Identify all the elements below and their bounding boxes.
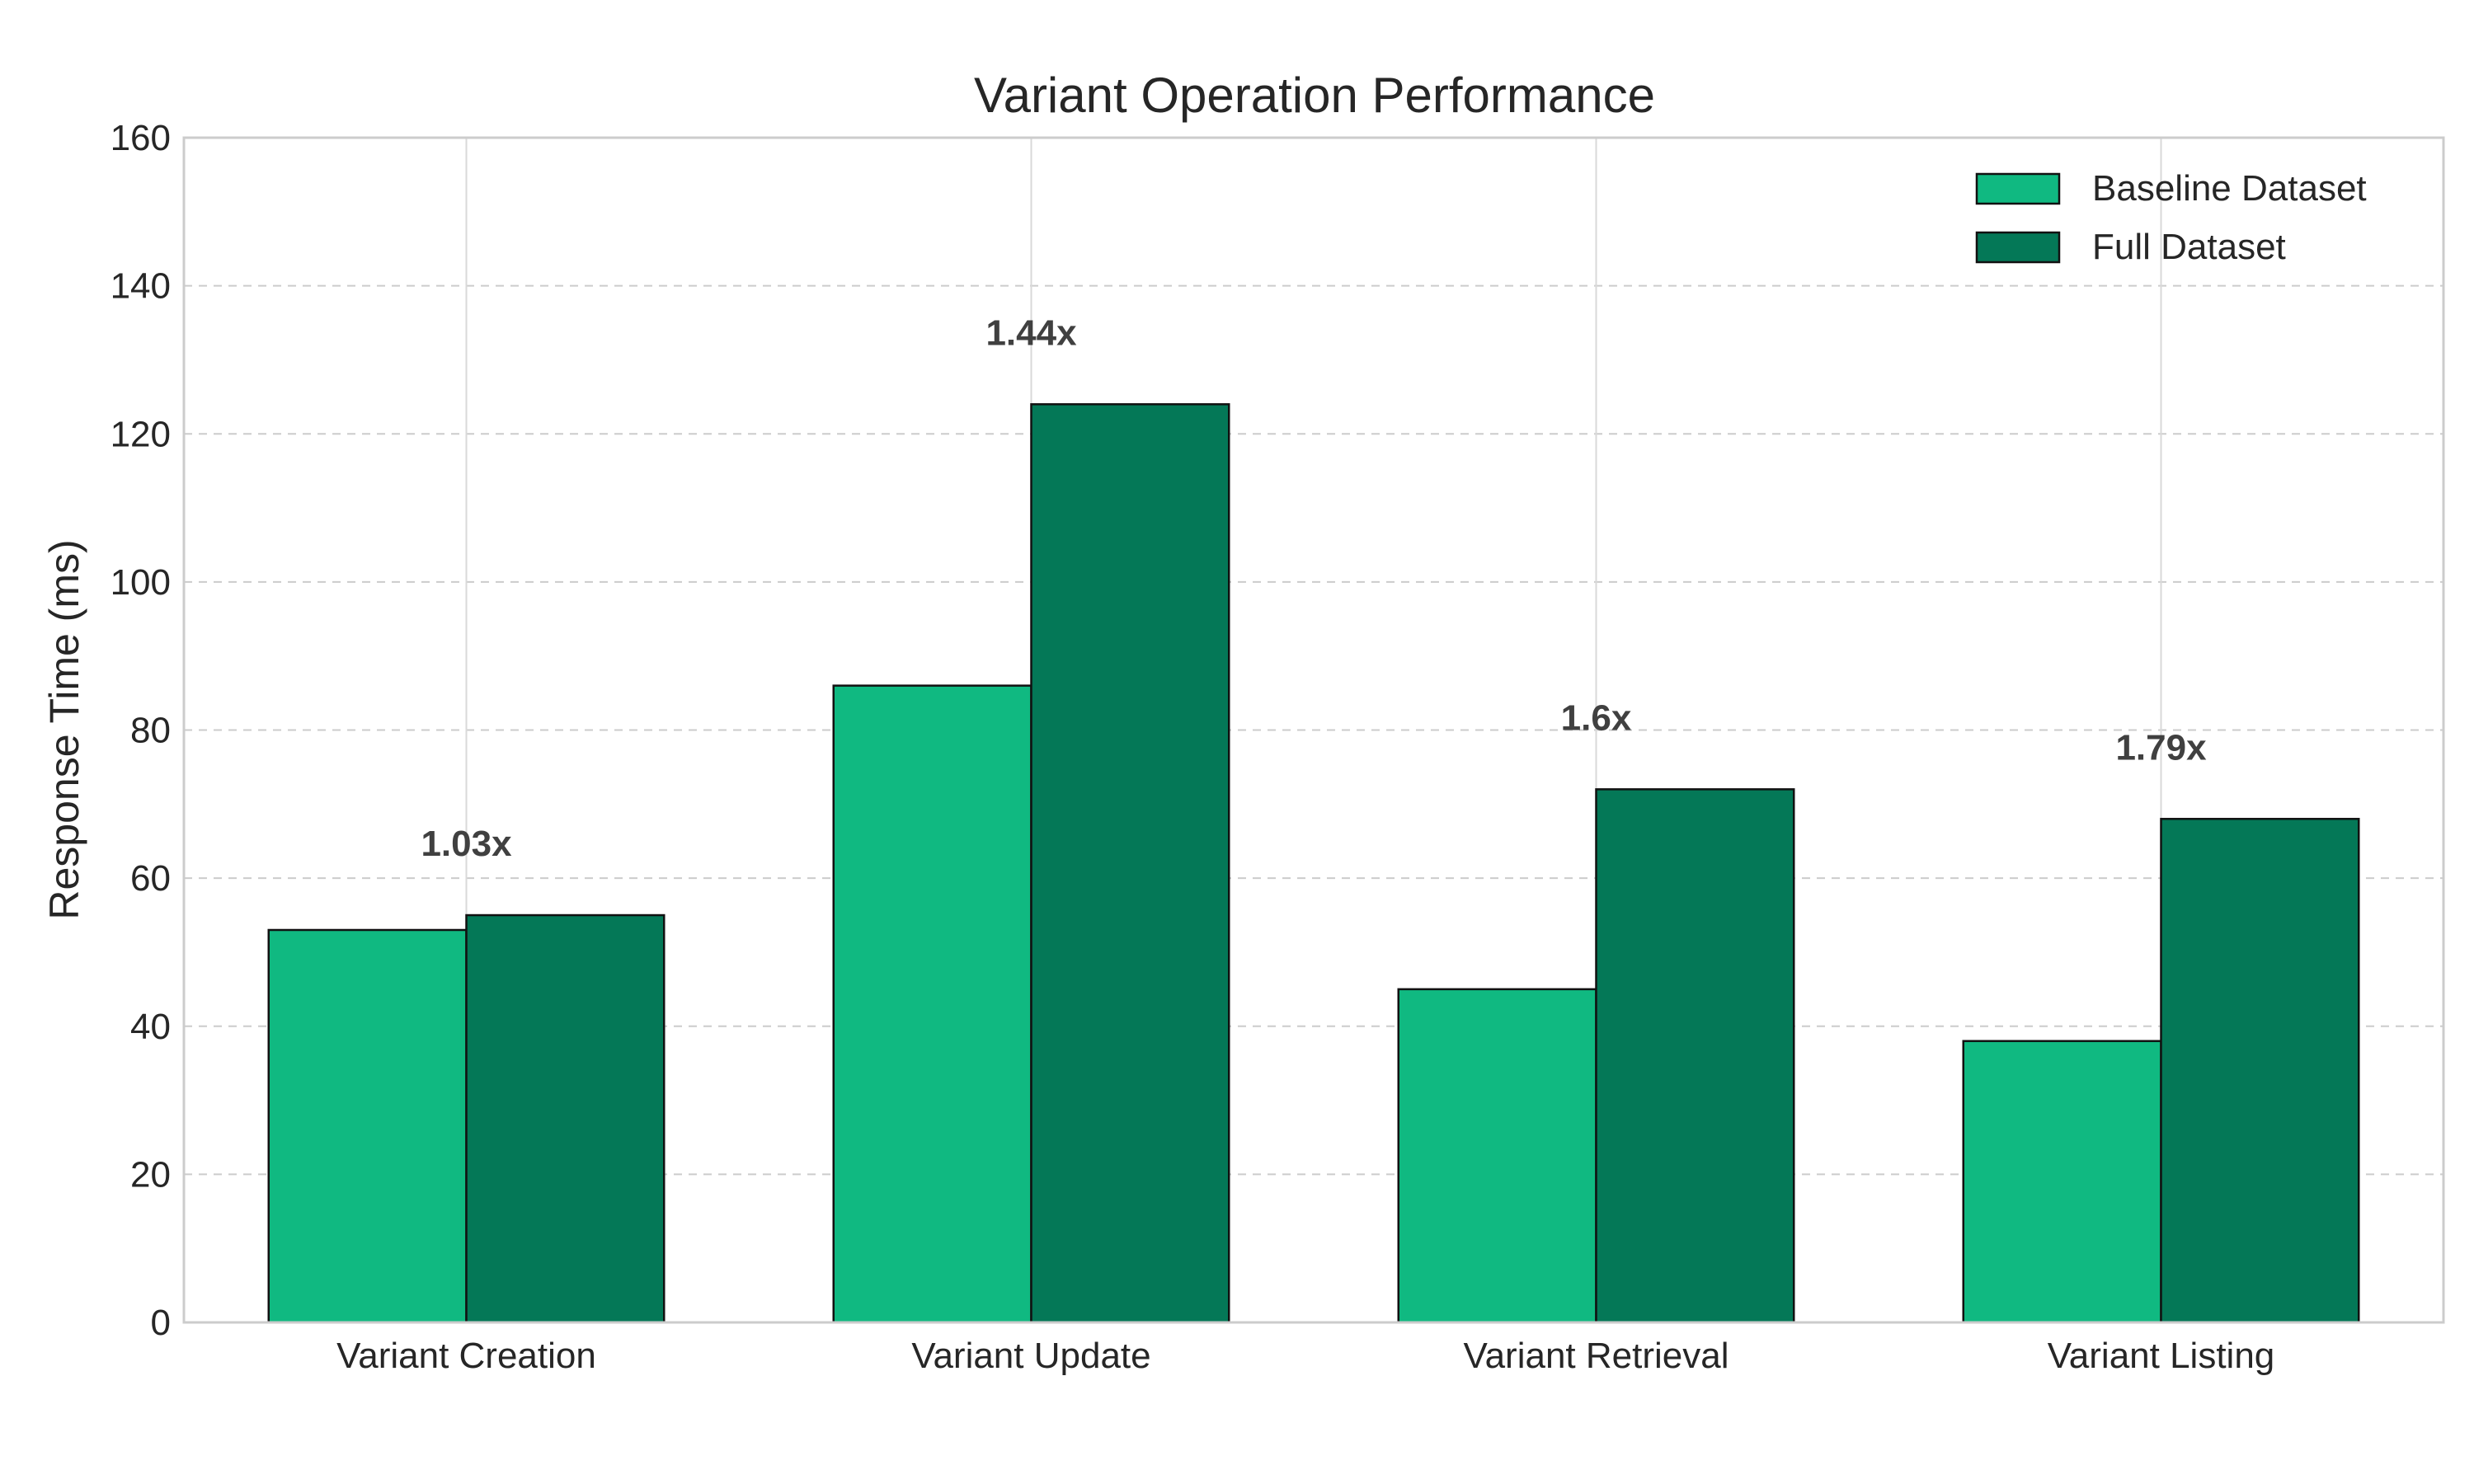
y-tick-label: 100 — [111, 562, 171, 603]
ratio-annotation: 1.03x — [421, 824, 512, 864]
y-tick-label: 20 — [130, 1154, 171, 1195]
y-tick-label: 80 — [130, 711, 171, 751]
legend: Baseline Dataset Full Dataset — [1975, 168, 2367, 267]
legend-label: Baseline Dataset — [2092, 168, 2367, 209]
bar-baseline-1 — [832, 684, 1032, 1324]
y-tick-label: 120 — [111, 414, 171, 454]
ratio-annotation: 1.79x — [2115, 727, 2207, 768]
legend-swatch — [1975, 172, 2061, 205]
y-tick-label: 60 — [130, 858, 171, 899]
bar-full-3 — [2160, 818, 2360, 1324]
y-tick-label: 140 — [111, 266, 171, 307]
bar-baseline-3 — [1962, 1040, 2162, 1324]
bar-full-2 — [1595, 788, 1795, 1324]
y-tick-label: 160 — [111, 118, 171, 158]
ratio-annotation: 1.6x — [1561, 698, 1632, 739]
x-tick-label: Variant Update — [911, 1336, 1150, 1376]
ratio-annotation: 1.44x — [985, 312, 1077, 353]
bars — [267, 403, 2360, 1324]
plot-frame — [182, 136, 2445, 1324]
chart-title: Variant Operation Performance — [974, 68, 1655, 123]
x-tick-label: Variant Creation — [336, 1336, 596, 1376]
bar-baseline-2 — [1397, 988, 1597, 1324]
x-tick-label: Variant Listing — [2048, 1336, 2275, 1376]
y-tick-label: 40 — [130, 1007, 171, 1047]
legend-label: Full Dataset — [2092, 227, 2286, 267]
bar-full-0 — [465, 913, 666, 1324]
x-tick-label: Variant Retrieval — [1464, 1336, 1729, 1376]
y-tick-label: 0 — [151, 1303, 171, 1343]
bar-full-1 — [1030, 403, 1230, 1324]
legend-swatch — [1975, 231, 2061, 264]
ratio-annotations: 1.03x 1.44x 1.6x 1.79x — [421, 312, 2207, 864]
y-axis-label: Response Time (ms) — [41, 539, 87, 919]
axes: 0 20 40 60 80 100 120 140 160 Variant Creation Var… — [111, 118, 2445, 1376]
bar-baseline-0 — [267, 928, 468, 1324]
